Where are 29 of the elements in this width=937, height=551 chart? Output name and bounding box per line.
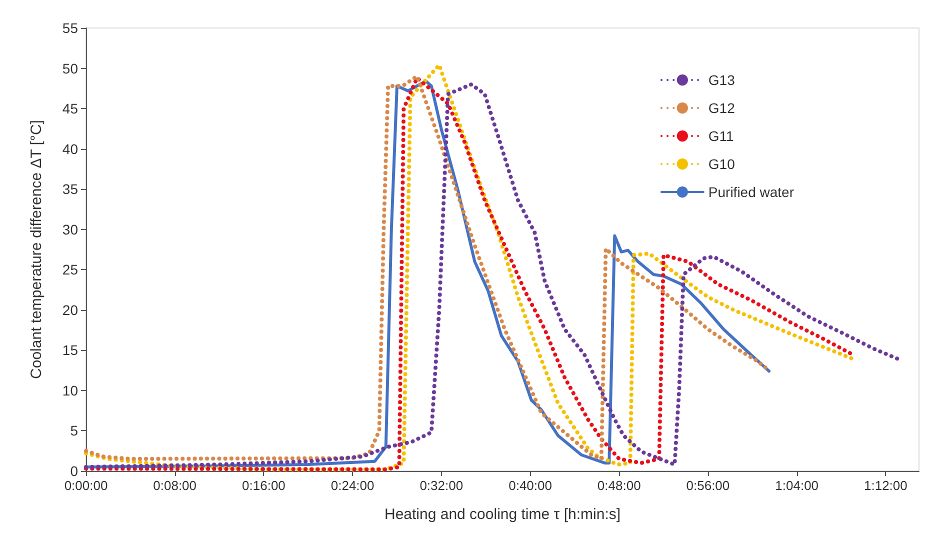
x-tick-label: 0:08:00 [153, 478, 197, 493]
x-tick-label: 0:40:00 [508, 478, 552, 493]
legend-label: Purified water [708, 184, 794, 200]
x-tick-label: 0:16:00 [242, 478, 286, 493]
y-tick-label: 5 [70, 422, 78, 439]
y-tick-label: 40 [62, 140, 78, 157]
x-tick-label: 0:48:00 [597, 478, 641, 493]
legend-label: G11 [708, 128, 734, 144]
y-tick-label: 30 [62, 221, 78, 238]
y-tick-label: 45 [62, 100, 78, 117]
y-tick-label: 0 [70, 463, 78, 479]
legend-label: G12 [708, 100, 736, 116]
x-tick-label: 0:56:00 [686, 478, 730, 493]
y-tick-label: 55 [62, 20, 78, 36]
x-tick-label: 1:04:00 [775, 478, 819, 493]
y-tick-label: 15 [62, 342, 78, 358]
y-axis-title: Coolant temperature difference ΔT [°C] [28, 120, 45, 379]
x-tick-label: 1:12:00 [864, 478, 908, 493]
x-tick-label: 0:32:00 [420, 478, 464, 493]
y-tick-label: 10 [62, 382, 78, 398]
y-tick-label: 20 [62, 302, 78, 318]
legend-label: G13 [708, 72, 736, 88]
legend-label: G10 [708, 156, 736, 172]
y-tick-label: 50 [62, 60, 78, 76]
x-tick-label: 0:00:00 [64, 478, 108, 493]
x-tick-label: 0:24:00 [330, 478, 374, 493]
y-tick-label: 25 [62, 262, 78, 278]
x-axis-title: Heating and cooling time τ [h:min:s] [384, 506, 621, 523]
y-tick-label: 35 [62, 181, 78, 198]
